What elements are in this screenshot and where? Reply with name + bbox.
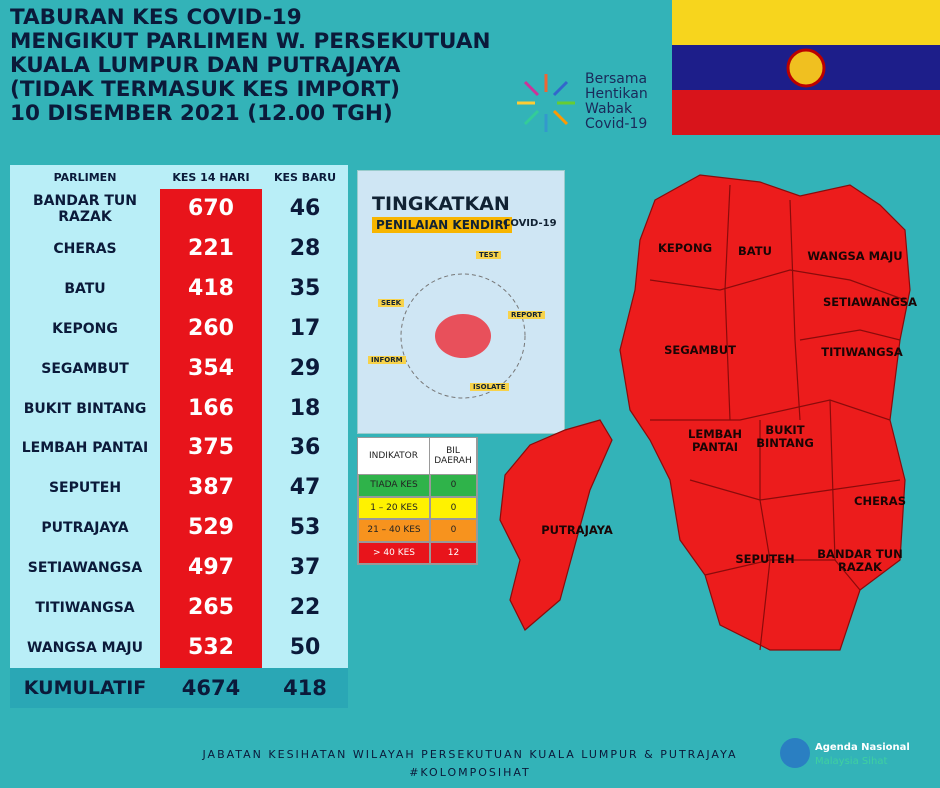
parlimen-name: BANDAR TUN RAZAK: [33, 192, 137, 225]
case-count: 35: [289, 275, 321, 301]
logo-text: Bersama Hentikan Wabak Covid-19: [585, 72, 648, 132]
title-line: MENGIKUT PARLIMEN W. PERSEKUTUAN: [10, 29, 491, 54]
case-count: 418: [188, 275, 234, 301]
parlimen-name: BATU: [64, 280, 106, 297]
poster-step: TEST: [476, 251, 502, 259]
case-count: 375: [188, 435, 234, 461]
map-label: KEPONG: [657, 241, 713, 255]
indicator-cell: > 40 KES: [358, 541, 430, 564]
title-line: (TIDAK TERMASUK KES IMPORT): [10, 77, 400, 102]
indicator-cell: 0: [430, 474, 477, 497]
indicator-cell: 0: [430, 496, 477, 519]
poster-step: ISOLATE: [470, 383, 509, 391]
flag: [672, 0, 940, 135]
case-count: 36: [289, 435, 321, 461]
table-header: PARLIMEN: [53, 170, 117, 184]
case-count: 166: [188, 395, 234, 421]
logo-icon: [517, 74, 575, 132]
map-label: SEGAMBUT: [664, 343, 736, 357]
parlimen-name: BUKIT BINTANG: [23, 400, 147, 417]
agenda-icon: [780, 738, 810, 768]
case-count: 387: [188, 475, 234, 501]
case-count: 354: [188, 355, 234, 381]
parlimen-name: CHERAS: [53, 240, 117, 257]
case-count: 22: [289, 595, 321, 621]
map-label: TITIWANGSA: [821, 345, 903, 359]
poster-step: REPORT: [508, 311, 546, 319]
map-label: BATU: [738, 244, 772, 258]
footer-hashtag: #KOLOMPOSIHAT: [409, 766, 531, 779]
case-table: PARLIMEN KES 14 HARI KES BARU BANDAR TUN RA…: [10, 165, 348, 708]
map-label: SEPUTEH: [735, 552, 795, 566]
agenda-title: Agenda Nasional: [815, 742, 910, 753]
indicator-cell: 12: [430, 541, 477, 564]
logo-line: Bersama: [585, 71, 648, 87]
parlimen-name: SEGAMBUT: [41, 360, 129, 377]
logo-line: Covid-19: [585, 116, 648, 132]
indicator-header: BIL DAERAH: [430, 438, 477, 474]
title-line: 10 DISEMBER 2021 (12.00 TGH): [10, 101, 393, 126]
case-count: 53: [289, 515, 321, 541]
parlimen-name: WANGSA MAJU: [27, 640, 143, 657]
poster: TINGKATKAN PENILAIAN KENDIRI COVID-19 SE…: [357, 170, 565, 434]
case-count: 221: [188, 235, 234, 261]
poster-title: TINGKATKAN: [372, 193, 510, 215]
table-header: KES BARU: [273, 170, 337, 184]
case-count: 46: [289, 195, 321, 221]
case-count: 497: [188, 555, 234, 581]
map: [499, 174, 911, 651]
map-label: LEMBAH PANTAI: [688, 427, 742, 454]
parlimen-name: SEPUTEH: [48, 480, 122, 497]
poster-subtitle: PENILAIAN KENDIRI: [372, 217, 513, 233]
parlimen-name: TITIWANGSA: [35, 600, 135, 617]
indicator-cell: 0: [430, 519, 477, 542]
map-label: SETIAWANGSA: [823, 295, 917, 309]
case-count: 670: [188, 195, 234, 221]
indicator-cell: TIADA KES: [358, 474, 430, 497]
putrajaya-region: [499, 419, 613, 631]
poster-diagram: [400, 273, 526, 399]
total-row: [10, 668, 348, 708]
total-cell: 418: [283, 676, 327, 700]
case-count: 265: [188, 595, 234, 621]
logo-line: Hentikan: [585, 86, 648, 102]
indicator-cell: 1 – 20 KES: [358, 496, 430, 519]
total-cell: 4674: [181, 676, 241, 700]
case-count: 47: [289, 475, 321, 501]
parlimen-name: LEMBAH PANTAI: [21, 440, 149, 457]
case-count: 18: [289, 395, 321, 421]
case-count: 260: [188, 315, 234, 341]
case-count: 532: [188, 635, 234, 661]
case-count: 17: [289, 315, 321, 341]
case-count: 37: [289, 555, 321, 581]
case-count: 28: [289, 235, 321, 261]
footer-text: JABATAN KESIHATAN WILAYAH PERSEKUTUAN KU…: [202, 748, 738, 761]
map-label: CHERAS: [854, 494, 906, 508]
total-cell: KUMULATIF: [23, 677, 147, 699]
table-header: KES 14 HARI: [172, 170, 250, 184]
title-line: TABURAN KES COVID-19: [10, 5, 302, 30]
parlimen-name: KEPONG: [52, 320, 118, 337]
agenda-subtitle: Malaysia Sihat: [815, 756, 888, 767]
indicator-table: INDIKATOR BIL DAERAH TIADA KES 0 1 – 20 KES 0…: [357, 437, 478, 565]
case-count: 529: [188, 515, 234, 541]
poster-tag: COVID-19: [503, 218, 557, 229]
map-label: BUKIT BINTANG: [756, 423, 814, 450]
indicator-cell: 21 – 40 KES: [358, 519, 430, 542]
title: TABURAN KES COVID-19 MENGIKUT PARLIMEN W.…: [10, 6, 490, 126]
logo-line: Wabak: [585, 101, 633, 117]
red-column: [160, 189, 262, 668]
map-label: PUTRAJAYA: [541, 523, 613, 537]
map-label: WANGSA MAJU: [807, 249, 903, 263]
poster-step: SEEK: [378, 299, 405, 307]
title-line: KUALA LUMPUR DAN PUTRAJAYA: [10, 53, 401, 78]
indicator-header: INDIKATOR: [358, 438, 430, 474]
parlimen-name: PUTRAJAYA: [41, 520, 129, 537]
case-count: 29: [289, 355, 321, 381]
parlimen-name: SETIAWANGSA: [27, 560, 143, 577]
poster-step: INFORM: [368, 356, 406, 364]
case-count: 50: [289, 635, 321, 661]
map-label: BANDAR TUN RAZAK: [817, 547, 903, 574]
